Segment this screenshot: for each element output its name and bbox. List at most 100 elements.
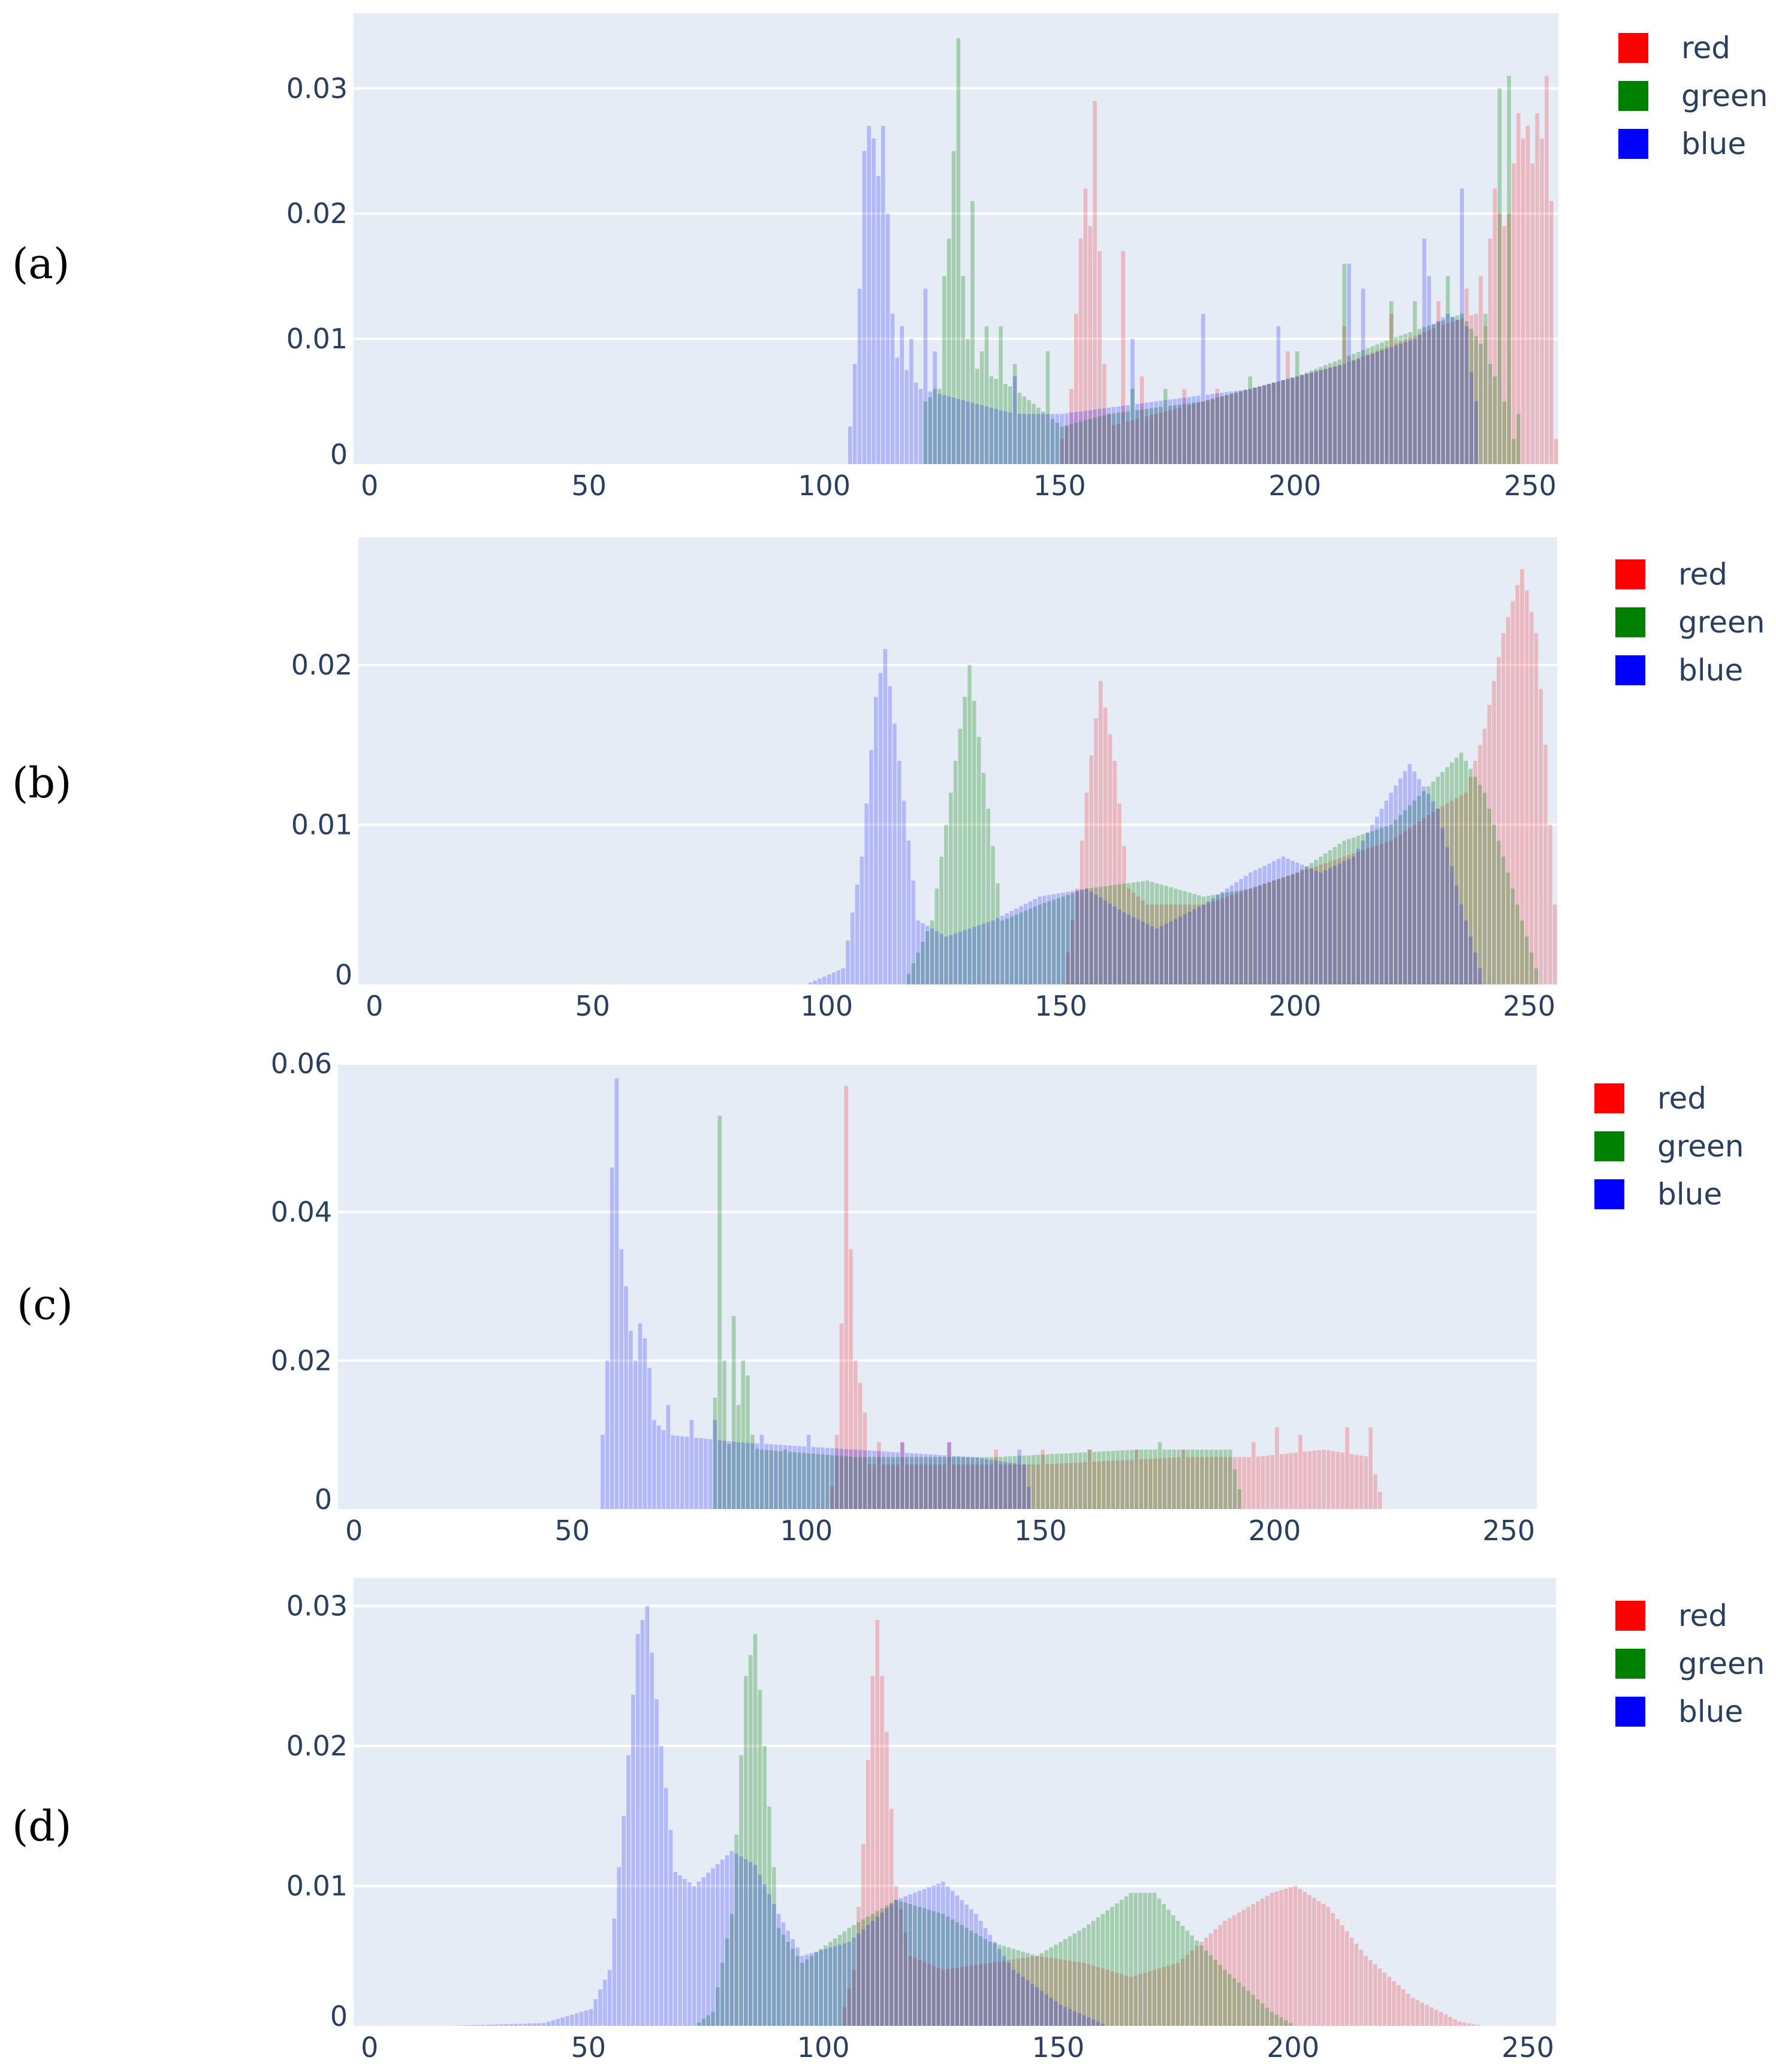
blue-bar xyxy=(1304,374,1309,464)
green-bar xyxy=(1169,887,1173,984)
blue-bar xyxy=(1248,389,1253,464)
blue-bar xyxy=(1262,385,1267,464)
green-bar xyxy=(1171,1915,1175,2026)
red-bar xyxy=(1427,330,1431,464)
red-bar xyxy=(1352,360,1356,464)
red-bar xyxy=(1321,1904,1326,2026)
series-green xyxy=(923,38,1521,465)
blue-bar xyxy=(1474,401,1478,464)
green-bar xyxy=(1208,1955,1213,2026)
blue-bar xyxy=(1319,370,1323,464)
blue-bar xyxy=(542,2023,546,2026)
blue-bar xyxy=(811,1447,816,1509)
blue-bar xyxy=(739,1856,743,2026)
green-bar xyxy=(1021,1951,1025,2026)
green-bar xyxy=(928,397,933,464)
red-bar xyxy=(1094,718,1098,984)
green-bar xyxy=(776,1928,781,2026)
blue-bar xyxy=(1159,400,1163,464)
x-tick-label: 250 xyxy=(1503,990,1555,1022)
red-bar xyxy=(1364,1956,1368,2026)
blue-bar xyxy=(610,1167,614,1509)
blue-bar xyxy=(1141,921,1145,984)
blue-bar xyxy=(584,2010,589,2026)
green-bar xyxy=(772,1867,776,2026)
blue-bar xyxy=(1201,904,1206,984)
red-bar xyxy=(1449,800,1454,984)
blue-bar xyxy=(804,1954,809,2026)
green-bar xyxy=(1185,1931,1190,2026)
green-bar xyxy=(1281,380,1285,464)
blue-bar xyxy=(650,1652,654,2026)
green-bar xyxy=(1159,406,1163,464)
red-bar xyxy=(1106,414,1111,464)
red-bar xyxy=(1361,850,1365,984)
green-bar xyxy=(1426,786,1431,984)
blue-bar xyxy=(1168,399,1172,464)
blue-bar xyxy=(1097,409,1102,464)
green-bar xyxy=(1172,1449,1176,1509)
y-axis-ticks: 00.010.020.03 xyxy=(287,72,348,471)
green-bar xyxy=(969,1931,973,2026)
red-bar xyxy=(1091,1965,1096,2026)
green-bar xyxy=(898,1901,903,2026)
red-bar xyxy=(1304,869,1309,984)
blue-bar xyxy=(494,2024,499,2026)
red-bar xyxy=(1178,904,1183,984)
red-bar xyxy=(1163,411,1168,464)
blue-bar xyxy=(701,1877,706,2026)
red-bar xyxy=(1507,213,1511,464)
blue-bar xyxy=(877,1451,881,1509)
red-bar xyxy=(1251,1904,1255,2026)
red-bar xyxy=(922,1962,927,2026)
red-bar xyxy=(1232,1457,1237,1509)
blue-bar xyxy=(827,974,831,984)
green-bar xyxy=(1290,874,1295,984)
green-bar xyxy=(1099,887,1103,984)
red-bar xyxy=(1111,425,1116,464)
green-bar xyxy=(1256,1999,1260,2026)
green-bar xyxy=(1243,390,1248,464)
blue-bar xyxy=(1370,354,1375,464)
green-bar xyxy=(1017,1456,1021,1509)
green-bar xyxy=(1295,351,1299,464)
blue-bar xyxy=(978,1920,983,2026)
red-bar xyxy=(1177,408,1182,464)
green-bar xyxy=(1309,863,1314,984)
green-bar xyxy=(867,1457,872,1509)
green-bar xyxy=(731,1316,736,1509)
green-bar xyxy=(788,1451,792,1509)
green-bar xyxy=(1111,413,1116,464)
blue-bar xyxy=(875,1916,879,2026)
red-bar xyxy=(1016,1958,1021,2026)
blue-bar xyxy=(898,1898,903,2026)
red-bar xyxy=(917,1959,922,2026)
blue-bar xyxy=(1084,889,1089,984)
red-bar xyxy=(1274,1891,1279,2026)
blue-bar xyxy=(1033,899,1038,984)
blue-bar xyxy=(704,1438,708,1509)
green-bar xyxy=(1515,904,1519,984)
red-bar xyxy=(1394,837,1398,984)
blue-bar xyxy=(904,1453,909,1509)
green-bar xyxy=(863,1457,867,1509)
green-bar xyxy=(946,239,951,464)
red-bar xyxy=(1270,1893,1274,2026)
blue-bar xyxy=(1314,871,1318,984)
blue-bar xyxy=(574,2013,579,2026)
red-bar xyxy=(1011,1959,1016,2026)
blue-bar xyxy=(1074,412,1078,464)
legend-label-green: green xyxy=(1657,1129,1744,1164)
green-bar xyxy=(936,1912,940,2026)
green-bar xyxy=(1112,884,1117,984)
green-bar xyxy=(975,369,979,464)
blue-bar xyxy=(499,2024,504,2026)
blue-bar xyxy=(908,1894,912,2026)
red-bar xyxy=(1185,1954,1190,2026)
red-bar xyxy=(1439,2012,1443,2026)
y-tick-label: 0.03 xyxy=(287,1590,348,1622)
red-bar xyxy=(1125,1460,1129,1509)
blue-bar xyxy=(936,1883,940,2026)
red-bar xyxy=(1195,1945,1199,2026)
